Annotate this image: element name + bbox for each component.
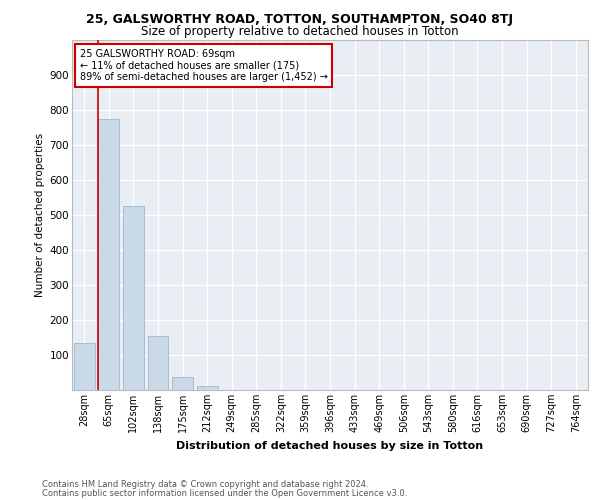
Text: Contains public sector information licensed under the Open Government Licence v3: Contains public sector information licen… (42, 488, 407, 498)
Bar (98, 118, 119, 390)
Text: Contains HM Land Registry data © Crown copyright and database right 2024.: Contains HM Land Registry data © Crown c… (42, 480, 368, 489)
Bar (123, 206, 144, 390)
Text: 25, GALSWORTHY ROAD, TOTTON, SOUTHAMPTON, SO40 8TJ: 25, GALSWORTHY ROAD, TOTTON, SOUTHAMPTON… (86, 12, 514, 26)
Bar (148, 336, 169, 390)
X-axis label: Distribution of detached houses by size in Totton: Distribution of detached houses by size … (176, 440, 484, 450)
Text: 25 GALSWORTHY ROAD: 69sqm
← 11% of detached houses are smaller (175)
89% of semi: 25 GALSWORTHY ROAD: 69sqm ← 11% of detac… (80, 49, 328, 82)
Bar (197, 386, 218, 390)
Y-axis label: Number of detached properties: Number of detached properties (35, 133, 46, 297)
Text: Size of property relative to detached houses in Totton: Size of property relative to detached ho… (141, 25, 459, 38)
Bar (172, 376, 193, 390)
Bar (74, 343, 95, 390)
